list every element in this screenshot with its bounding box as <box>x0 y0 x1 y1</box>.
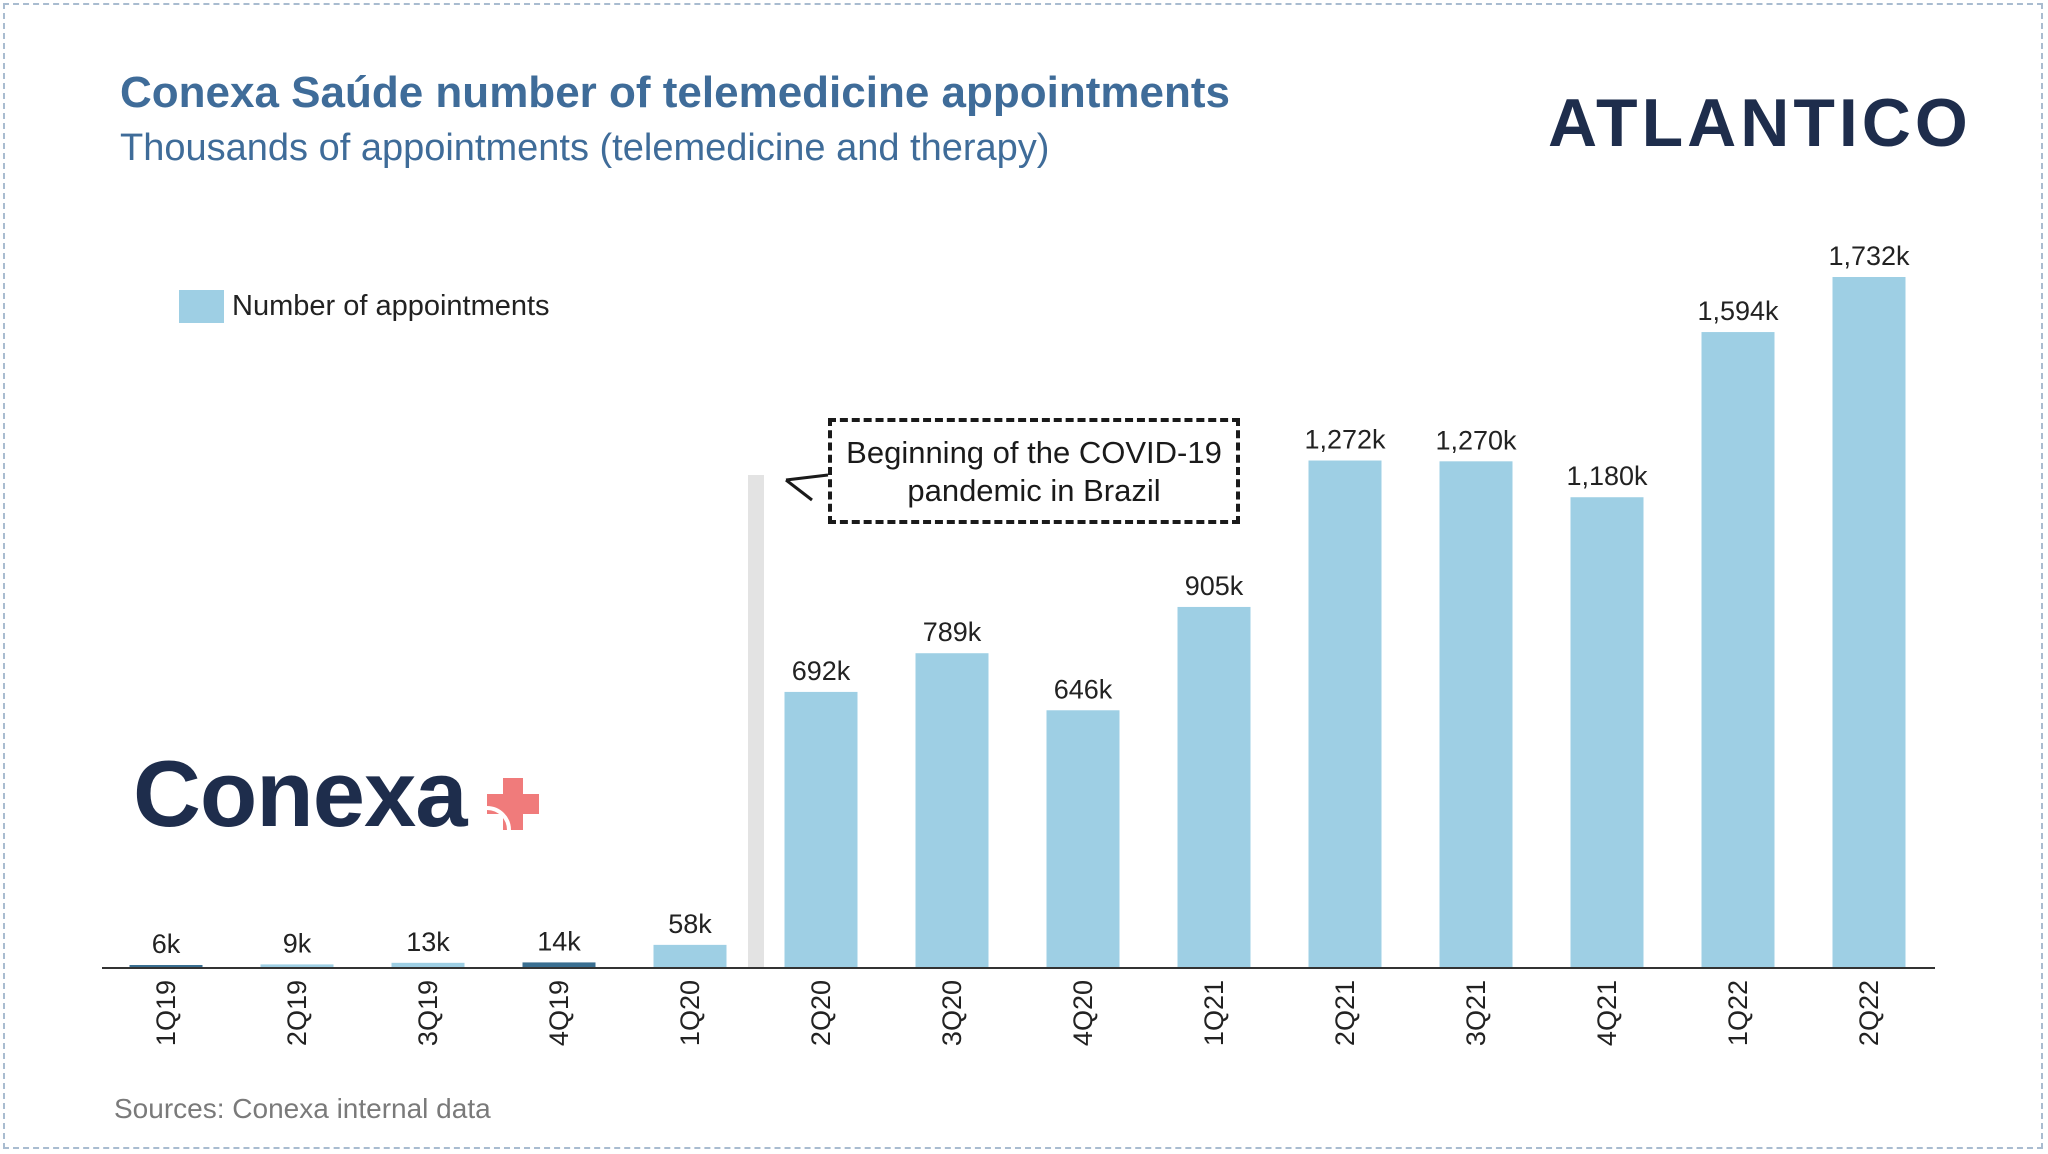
x-tick-label: 3Q19 <box>413 980 443 1046</box>
annotation-line-1: Beginning of the COVID-19 <box>846 435 1222 470</box>
bar-4q19 <box>522 962 596 968</box>
bar-3q21 <box>1439 461 1513 968</box>
bar-4q21 <box>1570 497 1644 968</box>
bar-labels-group: 6k 9k 13k 14k 58k 692k 789k 646k 905k 1,272k 1,270… <box>152 241 1910 959</box>
bar-value-label: 1,270k <box>1435 425 1517 455</box>
chart-title: Conexa Saúde number of telemedicine appo… <box>120 68 1230 117</box>
x-tick-label: 2Q21 <box>1330 980 1360 1046</box>
bar-1q19 <box>129 965 203 968</box>
x-tick-label: 1Q21 <box>1199 980 1229 1046</box>
x-tick-labels-group: 1Q19 2Q19 3Q19 4Q19 1Q20 2Q20 3Q20 4Q20 1Q21 2Q21… <box>151 980 1884 1046</box>
plus-signal-icon <box>486 778 539 830</box>
slide-frame <box>3 3 2043 1149</box>
atlantico-logo: ATLANTICO <box>1548 85 1972 161</box>
chart-legend: Number of appointments <box>179 290 550 323</box>
bar-1q21 <box>1177 606 1251 968</box>
covid-annotation: Beginning of the COVID-19 pandemic in Br… <box>828 418 1240 524</box>
bar-value-label: 9k <box>283 928 312 958</box>
x-tick-label: 1Q19 <box>151 980 181 1046</box>
x-tick-label: 2Q19 <box>282 980 312 1046</box>
legend-swatch <box>179 290 224 323</box>
bar-value-label: 14k <box>537 926 581 956</box>
bar-3q19 <box>391 962 465 968</box>
x-tick-label: 3Q20 <box>937 980 967 1046</box>
x-tick-label: 4Q20 <box>1068 980 1098 1046</box>
bar-value-label: 6k <box>152 929 181 959</box>
bar-value-label: 789k <box>923 617 982 647</box>
callout-pointer <box>785 473 829 502</box>
bar-2q22 <box>1832 277 1906 968</box>
chart-subtitle: Thousands of appointments (telemedicine … <box>120 127 1050 169</box>
bar-value-label: 13k <box>406 927 450 957</box>
bar-2q19 <box>260 964 334 968</box>
bar-value-label: 905k <box>1185 571 1244 601</box>
bar-value-label: 1,180k <box>1566 461 1648 491</box>
x-tick-label: 4Q21 <box>1592 980 1622 1046</box>
x-tick-label: 2Q22 <box>1854 980 1884 1046</box>
x-tick-label: 2Q20 <box>806 980 836 1046</box>
bar-value-label: 58k <box>668 909 712 939</box>
bar-value-label: 1,594k <box>1697 296 1779 326</box>
conexa-logo-text: Conexa <box>133 741 468 846</box>
bar-3q20 <box>915 653 989 968</box>
x-tick-label: 3Q21 <box>1461 980 1491 1046</box>
bar-value-label: 1,732k <box>1828 241 1910 271</box>
legend-label: Number of appointments <box>232 290 550 322</box>
x-tick-label: 4Q19 <box>544 980 574 1046</box>
bar-4q20 <box>1046 710 1120 968</box>
bar-1q20 <box>653 944 727 968</box>
bar-2q20 <box>784 691 858 968</box>
source-note: Sources: Conexa internal data <box>114 1093 491 1124</box>
bars-group <box>129 277 1906 968</box>
bar-value-label: 692k <box>792 656 851 686</box>
bar-1q22 <box>1701 332 1775 968</box>
annotation-line-2: pandemic in Brazil <box>907 473 1161 508</box>
x-tick-label: 1Q20 <box>675 980 705 1046</box>
conexa-logo: Conexa <box>133 740 539 848</box>
bar-2q21 <box>1308 460 1382 968</box>
covid-marker-line <box>748 475 764 968</box>
bar-value-label: 646k <box>1054 674 1113 704</box>
bar-value-label: 1,272k <box>1304 425 1386 455</box>
x-tick-label: 1Q22 <box>1723 980 1753 1046</box>
